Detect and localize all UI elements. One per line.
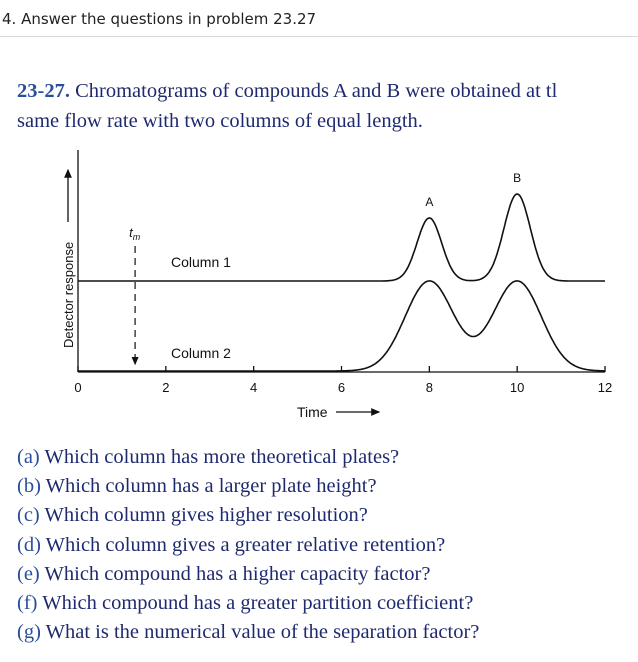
column-2-label: Column 2: [171, 345, 231, 361]
column-1-label: Column 1: [171, 254, 231, 270]
question-item: (b) Which column has a larger plate heig…: [17, 472, 479, 501]
question-list: (a) Which column has more theoretical pl…: [17, 443, 479, 647]
question-label: (c): [17, 504, 40, 527]
question-label: (d): [17, 533, 41, 556]
assignment-header: 4. Answer the questions in problem 23.27: [2, 10, 317, 28]
x-tick-label: 6: [338, 380, 345, 395]
chromatogram-figure: Detector response tm Column 1 Column 2 A…: [61, 150, 612, 420]
divider: [0, 36, 638, 37]
x-tick-labels: 0 2 4 6 8 10 12: [74, 380, 612, 395]
problem-number: 23-27.: [17, 80, 70, 102]
question-text: Which column has a larger plate height?: [40, 475, 377, 498]
question-label: (a): [17, 446, 40, 468]
question-item: (c) Which column gives higher resolution…: [17, 501, 479, 530]
x-tick-label: 10: [510, 380, 524, 395]
tm-label: tm: [129, 225, 141, 242]
question-label: (e): [17, 562, 40, 585]
question-text: Which column gives higher resolution?: [39, 504, 368, 527]
x-tick-label: 0: [74, 380, 81, 395]
problem-text-2: same flow rate with two columns of equal…: [17, 110, 423, 132]
peak-a-label: A: [425, 195, 433, 209]
question-text: What is the numerical value of the separ…: [40, 621, 480, 644]
question-item: (a) Which column has more theoretical pl…: [17, 443, 479, 472]
question-label: (g): [17, 621, 41, 644]
tm-marker: tm: [129, 225, 141, 366]
question-item: (f) Which compound has a greater partiti…: [17, 589, 479, 618]
problem-intro: 23-27. Chromatograms of compounds A and …: [17, 76, 638, 136]
y-axis-label-group: Detector response: [61, 168, 76, 348]
x-tick-label: 12: [598, 380, 612, 395]
question-item: (d) Which column gives a greater relativ…: [17, 531, 479, 560]
tm-subscript: m: [133, 232, 141, 242]
column-2-trace: [78, 280, 605, 372]
question-item: (g) What is the numerical value of the s…: [17, 618, 479, 647]
question-text: Which column has more theoretical plates…: [39, 446, 400, 468]
x-axis-label: Time: [297, 404, 328, 420]
question-label: (f): [17, 592, 38, 615]
column-1-trace: [78, 193, 605, 282]
question-text: Which compound has a higher capacity fac…: [39, 562, 431, 585]
question-text: Which column gives a greater relative re…: [40, 533, 446, 556]
x-tick-label: 4: [250, 380, 257, 395]
peak-b-label: B: [513, 171, 521, 185]
y-axis-label: Detector response: [61, 242, 76, 348]
x-tick-label: 8: [426, 380, 433, 395]
question-text: Which compound has a greater partition c…: [37, 592, 474, 615]
problem-line-1: 23-27. Chromatograms of compounds A and …: [17, 76, 638, 106]
problem-text-1: Chromatograms of compounds A and B were …: [75, 80, 558, 102]
x-tick-label: 2: [162, 380, 169, 395]
question-label: (b): [17, 475, 41, 498]
question-item: (e) Which compound has a higher capacity…: [17, 560, 479, 589]
